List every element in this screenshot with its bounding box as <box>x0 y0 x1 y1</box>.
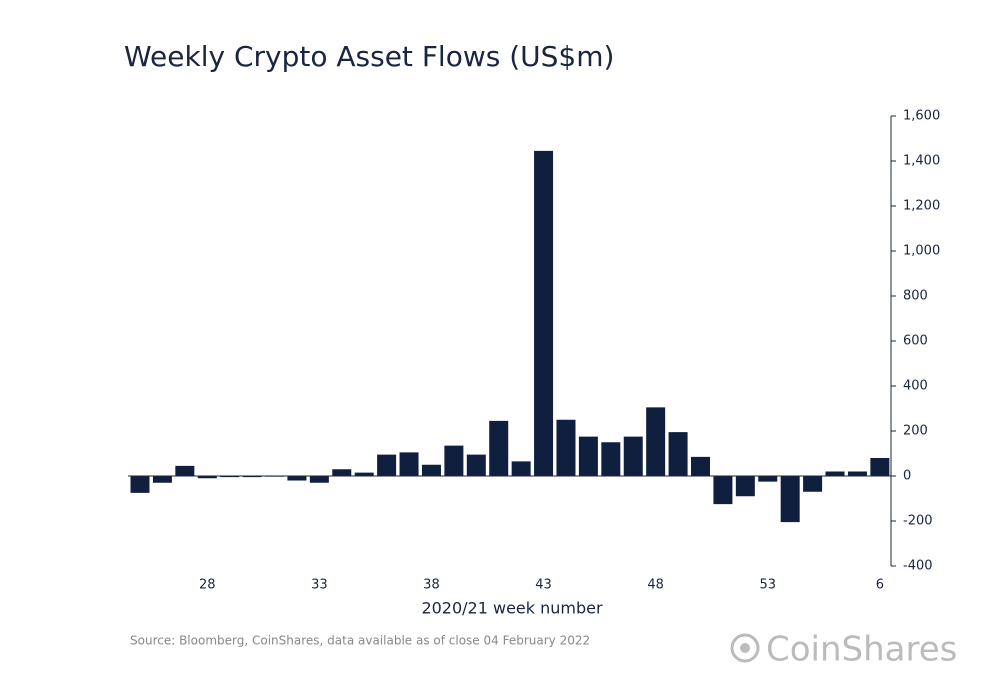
bar <box>242 476 262 478</box>
bar <box>175 465 195 476</box>
x-tick-label: 28 <box>199 578 216 593</box>
bar <box>309 476 329 483</box>
bar <box>130 476 150 493</box>
bar <box>847 471 867 476</box>
bar <box>601 442 621 476</box>
bar <box>534 150 554 476</box>
y-tick-label: -200 <box>903 514 933 529</box>
bar <box>399 452 419 476</box>
y-tick-label: -400 <box>903 559 933 574</box>
logo-icon <box>730 633 760 663</box>
bar <box>197 476 217 479</box>
y-tick-label: 1,600 <box>903 109 940 124</box>
bar <box>421 464 441 476</box>
bar <box>758 476 778 482</box>
bar <box>735 476 755 497</box>
x-tick-label: 6 <box>876 578 884 593</box>
bar <box>354 472 374 476</box>
x-tick-label: 43 <box>535 578 552 593</box>
y-tick-label: 200 <box>903 424 928 439</box>
y-tick-label: 400 <box>903 379 928 394</box>
bar <box>825 471 845 476</box>
x-tick-label: 33 <box>311 578 328 593</box>
bar <box>713 476 733 505</box>
y-tick-label: 800 <box>903 289 928 304</box>
logo: CoinShares <box>766 630 957 670</box>
bar <box>623 436 643 476</box>
y-tick-label: 600 <box>903 334 928 349</box>
bar <box>803 476 823 492</box>
bar <box>287 476 307 481</box>
bar <box>332 469 352 476</box>
bar <box>377 454 397 476</box>
source-note: Source: Bloomberg, CoinShares, data avai… <box>130 634 590 648</box>
bar <box>511 461 531 476</box>
bar <box>489 420 509 476</box>
y-tick-label: 1,000 <box>903 244 940 259</box>
bar <box>466 454 486 476</box>
bar <box>646 407 666 476</box>
bar <box>870 458 890 476</box>
bar <box>691 456 710 476</box>
bar <box>556 419 576 476</box>
bar <box>152 476 172 483</box>
chart-title: Weekly Crypto Asset Flows (US$m) <box>124 40 614 73</box>
bar <box>668 432 688 476</box>
y-tick-label: 1,200 <box>903 199 940 214</box>
bar <box>780 476 800 523</box>
y-tick-label: 1,400 <box>903 154 940 169</box>
bar <box>578 436 598 476</box>
x-tick-label: 53 <box>759 578 776 593</box>
bar <box>220 476 240 478</box>
x-tick-label: 48 <box>647 578 664 593</box>
y-tick-label: 0 <box>903 469 911 484</box>
x-tick-label: 38 <box>423 578 440 593</box>
bar <box>444 445 464 476</box>
x-axis-label: 2020/21 week number <box>421 599 603 618</box>
